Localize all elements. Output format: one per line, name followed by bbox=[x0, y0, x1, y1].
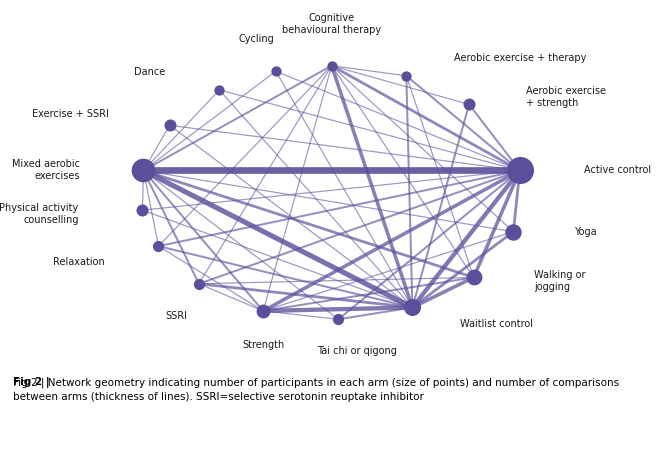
Text: Waitlist control: Waitlist control bbox=[460, 319, 533, 329]
Text: Strength: Strength bbox=[242, 340, 284, 350]
Text: Cycling: Cycling bbox=[239, 34, 275, 44]
Text: Fig 2 | Network geometry indicating number of participants in each arm (size of : Fig 2 | Network geometry indicating numb… bbox=[13, 377, 619, 402]
Point bbox=[137, 207, 148, 214]
Point bbox=[271, 67, 281, 75]
Text: Aerobic exercise
+ strength: Aerobic exercise + strength bbox=[527, 86, 607, 108]
Text: Walking or
jogging: Walking or jogging bbox=[534, 270, 585, 292]
Point bbox=[333, 316, 344, 323]
Point bbox=[469, 274, 479, 281]
Text: Physical activity
counselling: Physical activity counselling bbox=[0, 203, 79, 225]
Text: Dance: Dance bbox=[134, 67, 165, 77]
Text: Relaxation: Relaxation bbox=[53, 257, 104, 267]
Point bbox=[258, 307, 269, 314]
Point bbox=[464, 101, 475, 108]
Text: Yoga: Yoga bbox=[574, 226, 597, 237]
Text: SSRI: SSRI bbox=[166, 311, 187, 321]
Text: Active control: Active control bbox=[583, 165, 651, 175]
Point bbox=[508, 228, 519, 236]
Text: Fig 2 |: Fig 2 | bbox=[13, 377, 53, 389]
Text: Cognitive
behavioural therapy: Cognitive behavioural therapy bbox=[282, 13, 381, 35]
Point bbox=[401, 72, 412, 79]
Point bbox=[153, 242, 164, 250]
Text: Mixed aerobic
exercises: Mixed aerobic exercises bbox=[12, 159, 80, 182]
Text: Tai chi or qigong: Tai chi or qigong bbox=[317, 347, 397, 357]
Point bbox=[138, 167, 148, 174]
Point bbox=[193, 280, 204, 287]
Text: Exercise + SSRI: Exercise + SSRI bbox=[32, 110, 109, 120]
Point bbox=[164, 122, 175, 129]
Point bbox=[515, 167, 525, 174]
Point bbox=[407, 304, 418, 311]
Point bbox=[326, 62, 337, 69]
Text: Aerobic exercise + therapy: Aerobic exercise + therapy bbox=[454, 53, 587, 63]
Point bbox=[214, 86, 224, 93]
